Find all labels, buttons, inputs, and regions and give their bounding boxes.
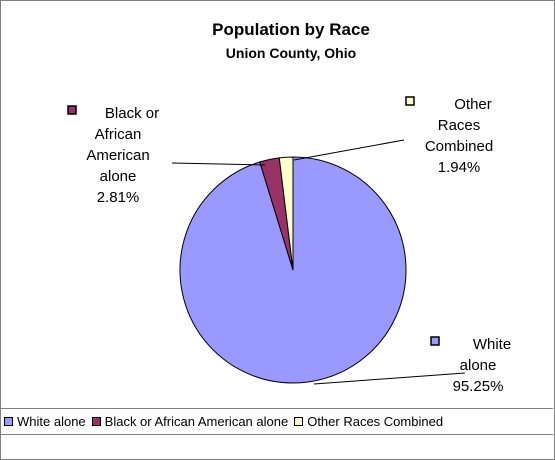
leader-line-other bbox=[293, 139, 405, 161]
leader-line-black bbox=[171, 162, 266, 166]
legend-label-other: Other Races Combined bbox=[307, 414, 444, 429]
leader-line-white bbox=[313, 372, 466, 385]
data-label-swatch-white bbox=[430, 336, 440, 346]
legend-item-white: White alone bbox=[4, 414, 86, 429]
chart-legend: White alone Black or African American al… bbox=[0, 408, 553, 435]
data-label-swatch-black bbox=[67, 105, 77, 115]
pie-slice-other bbox=[278, 156, 294, 271]
data-label-swatch-other bbox=[405, 96, 415, 106]
data-label-white: White alone 95.25% bbox=[453, 336, 512, 395]
legend-swatch-black bbox=[91, 417, 101, 426]
legend-item-other: Other Races Combined bbox=[294, 414, 443, 429]
legend-item-black: Black or African American alone bbox=[91, 414, 289, 429]
legend-label-white: White alone bbox=[17, 414, 86, 429]
legend-label-black: Black or African American alone bbox=[104, 414, 289, 429]
data-label-other: Other Races Combined 1.94% bbox=[425, 96, 493, 176]
chart-subtitle: Union County, Ohio bbox=[226, 45, 356, 61]
legend-swatch-other bbox=[294, 417, 304, 426]
pie-chart: Population by Race Union County, Ohio Wh… bbox=[67, 20, 512, 395]
chart-title: Population by Race bbox=[212, 20, 370, 39]
legend-swatch-white bbox=[4, 417, 13, 426]
data-label-black: Black or African American alone 2.81% bbox=[86, 105, 159, 206]
